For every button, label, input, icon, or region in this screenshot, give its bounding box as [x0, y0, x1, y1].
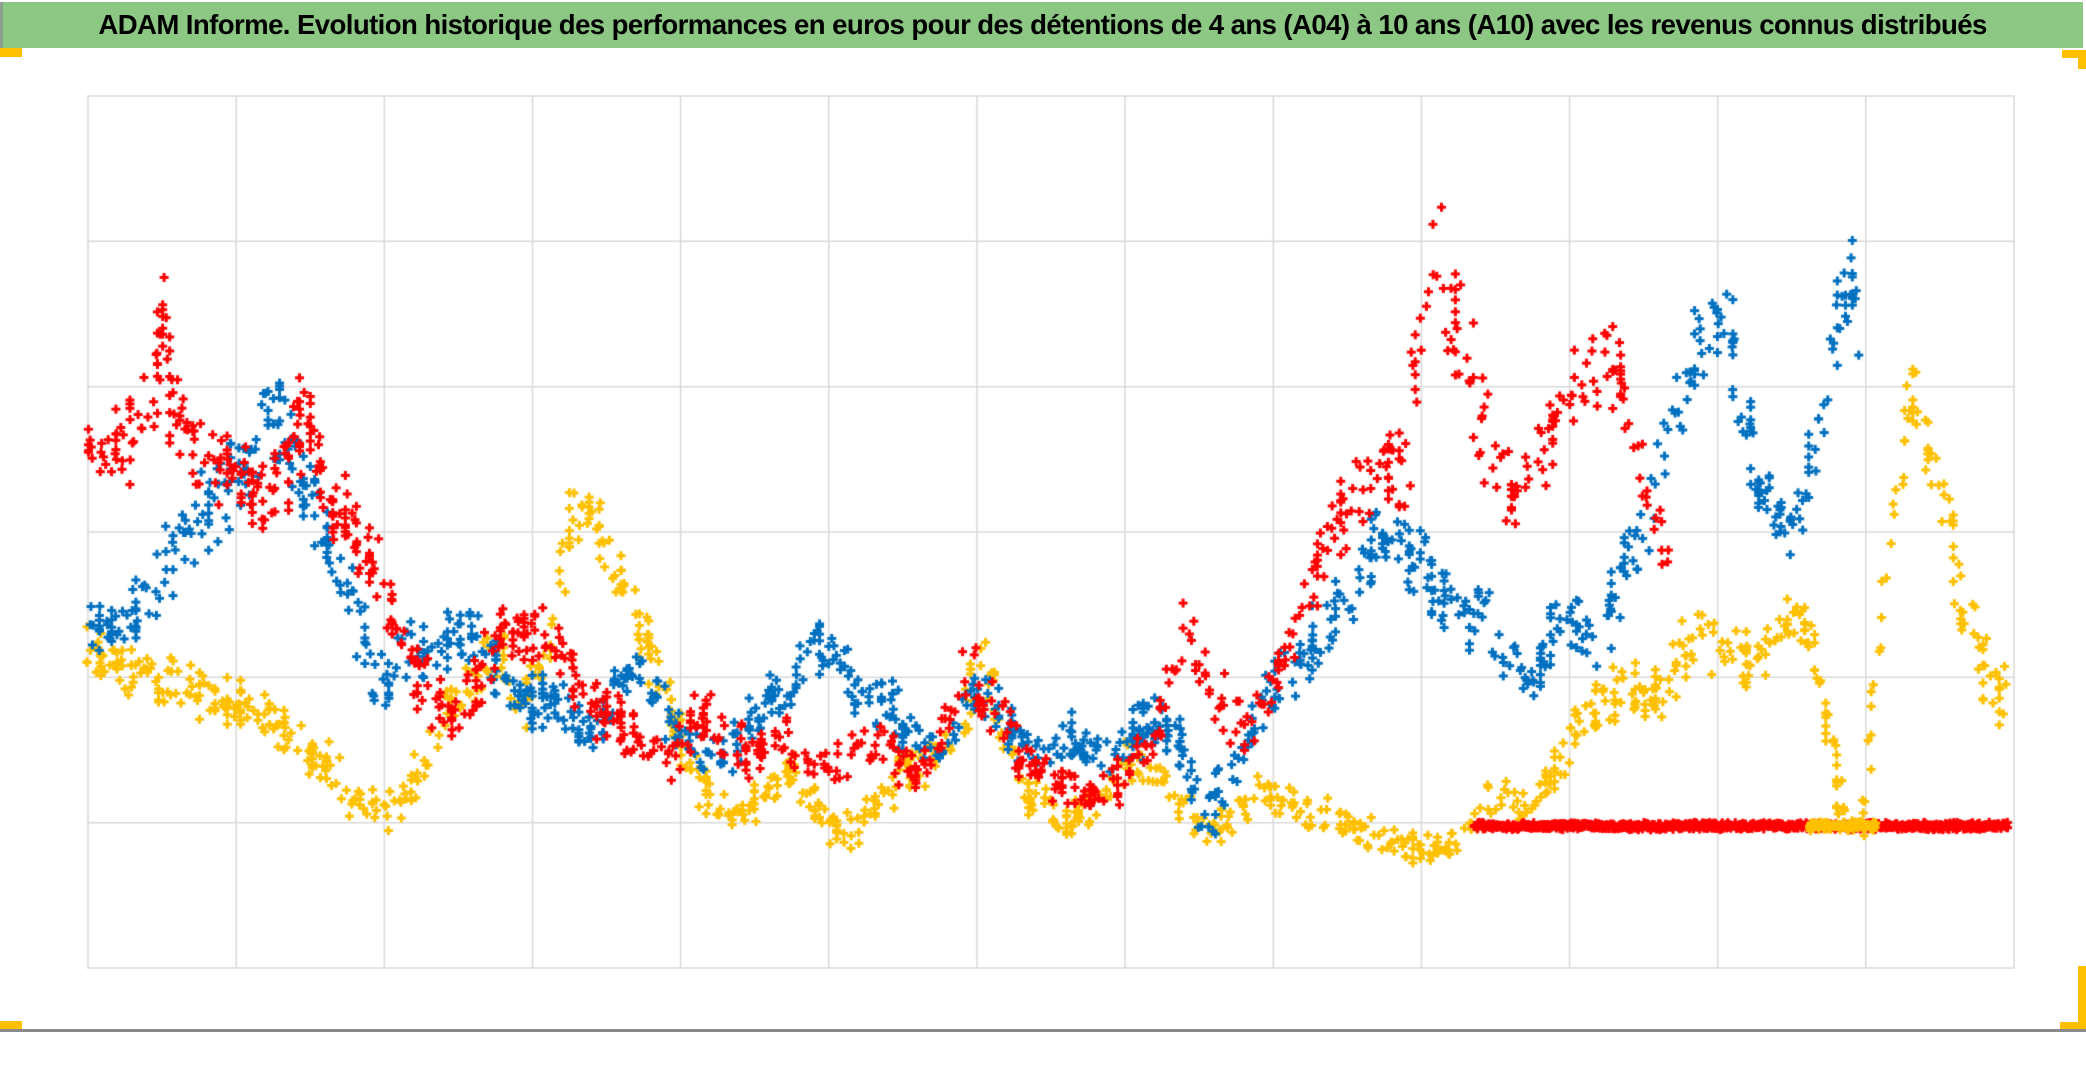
- corner-accent-top-left: [0, 48, 22, 57]
- title-bar-left-edge: [0, 2, 3, 48]
- scatter-canvas: [0, 60, 2086, 1092]
- performance-scatter-chart: [0, 60, 2086, 1092]
- corner-accent-top-right-h: [2062, 50, 2086, 58]
- corner-accent-top-right-v: [2078, 50, 2086, 69]
- title-bar: ADAM Informe. Evolution historique des p…: [3, 2, 2083, 48]
- page-title: ADAM Informe. Evolution historique des p…: [98, 9, 1988, 40]
